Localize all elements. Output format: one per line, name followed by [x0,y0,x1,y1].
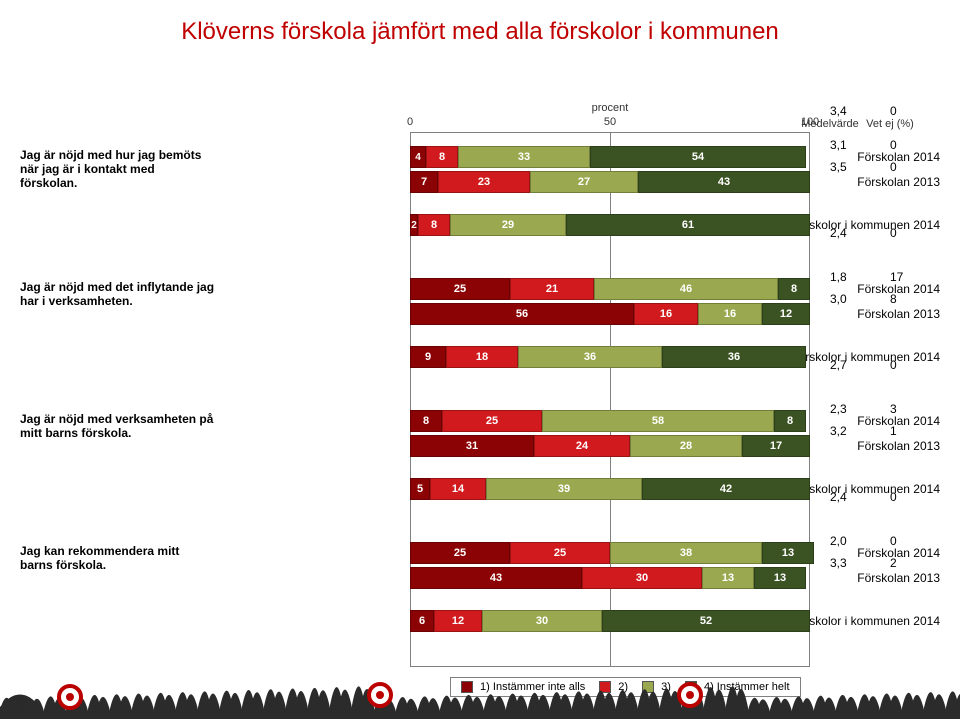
question-text: Jag kan rekommendera mitt barns förskola… [20,544,215,572]
legend-swatch [599,681,611,693]
axis-tick: 50 [604,116,616,128]
vet-value: 0 [890,358,897,372]
header-vet: Vet ej (%) [855,118,925,130]
medel-value: 2,4 [830,490,847,504]
bar-segment: 23 [438,171,530,193]
bar-segment: 33 [458,146,590,168]
vet-value: 0 [890,160,897,174]
question-text: Jag är nöjd med verksamheten på mitt bar… [20,412,215,440]
medel-value: 2,4 [830,226,847,240]
bar-segment: 52 [602,610,810,632]
bar-row: 5143942 [410,478,810,500]
axis-label: procent [592,102,629,114]
bar-segment: 18 [446,346,518,368]
bar-row: 825588 [410,410,810,432]
bar-segment: 12 [762,303,810,325]
vet-value: 1 [890,424,897,438]
medel-value: 3,2 [830,424,847,438]
bar-row: 31242817 [410,435,810,457]
bar-segment: 5 [410,478,430,500]
page: { "title": "Klöverns förskola jämfört me… [0,0,960,719]
bar-segment: 61 [566,214,810,236]
question-text: Jag är nöjd med det inflytande jag har i… [20,280,215,308]
bar-row: 56161612 [410,303,810,325]
bar-segment: 29 [450,214,566,236]
vet-value: 8 [890,292,897,306]
bar-row: 25253813 [410,542,810,564]
bar-segment: 8 [410,410,442,432]
bar-segment: 13 [754,567,806,589]
page-number: 9 [936,695,944,711]
bar-segment: 39 [486,478,642,500]
bar-row: 282961 [410,214,810,236]
bar-segment: 43 [638,171,810,193]
bar-segment: 16 [698,303,762,325]
bar-segment: 30 [582,567,702,589]
bar-segment: 38 [610,542,762,564]
bar-segment: 4 [410,146,426,168]
bar-segment: 17 [742,435,810,457]
bar-row: 9183636 [410,346,810,368]
medel-value: 2,7 [830,358,847,372]
legend-swatch [642,681,654,693]
bar-segment: 25 [410,278,510,300]
bar-segment: 42 [642,478,810,500]
bar-segment: 14 [430,478,486,500]
legend-item: 3) [642,681,671,693]
bar-segment: 13 [702,567,754,589]
bar-row: 483354 [410,146,810,168]
bar-segment: 21 [510,278,594,300]
bar-segment: 8 [426,146,458,168]
bar-segment: 24 [534,435,630,457]
bar-segment: 54 [590,146,806,168]
bar-row: 43301313 [410,567,810,589]
bar-segment: 46 [594,278,778,300]
bar-segment: 12 [434,610,482,632]
bar-segment: 43 [410,567,582,589]
bar-segment: 9 [410,346,446,368]
legend-swatch [685,681,697,693]
bar-segment: 31 [410,435,534,457]
vet-value: 2 [890,556,897,570]
page-title: Klöverns förskola jämfört med alla försk… [0,18,960,46]
bar-segment: 7 [410,171,438,193]
bar-segment: 25 [410,542,510,564]
top-vet: 0 [890,104,897,118]
bar-segment: 58 [542,410,774,432]
bar-segment: 25 [442,410,542,432]
bar-segment: 56 [410,303,634,325]
medel-value: 3,3 [830,556,847,570]
medel-value: 3,0 [830,292,847,306]
bar-segment: 8 [418,214,450,236]
legend-item: 2) [599,681,628,693]
bar-segment: 8 [778,278,810,300]
medel-value: 3,5 [830,160,847,174]
bar-segment: 8 [774,410,806,432]
legend-swatch [461,681,473,693]
question-text: Jag är nöjd med hur jag bemöts när jag ä… [20,148,215,190]
bar-row: 6123052 [410,610,810,632]
legend: 1) Instämmer inte alls 2) 3) 4) Instämme… [450,677,801,697]
vet-value: 0 [890,490,897,504]
bar-segment: 27 [530,171,638,193]
bar-segment: 13 [762,542,814,564]
bar-segment: 6 [410,610,434,632]
bar-segment: 36 [518,346,662,368]
bar-row: 7232743 [410,171,810,193]
bar-segment: 30 [482,610,602,632]
bar-segment: 16 [634,303,698,325]
legend-item: 1) Instämmer inte alls [461,681,585,693]
bar-segment: 2 [410,214,418,236]
legend-item: 4) Instämmer helt [685,681,790,693]
axis-tick: 0 [407,116,413,128]
bar-segment: 28 [630,435,742,457]
bar-segment: 25 [510,542,610,564]
top-medel: 3,4 [830,104,847,118]
vet-value: 0 [890,226,897,240]
bar-segment: 36 [662,346,806,368]
bar-row: 2521468 [410,278,810,300]
